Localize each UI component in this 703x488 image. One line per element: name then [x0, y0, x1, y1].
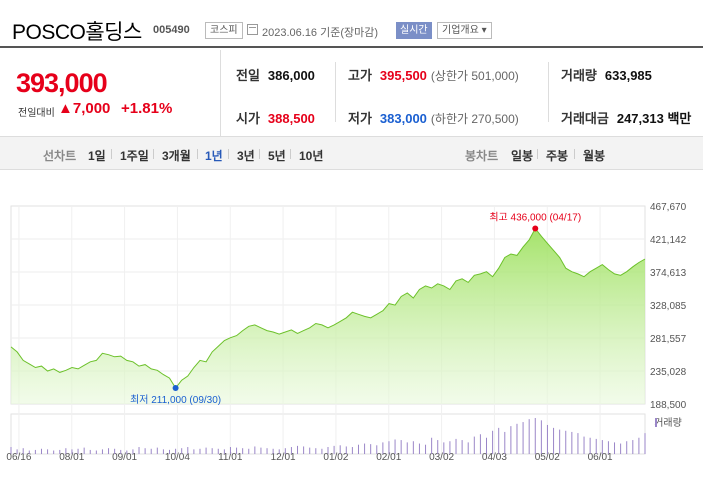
stat-amount: 거래대금 247,313 백만 [561, 111, 692, 126]
y-tick-label: 374,613 [650, 268, 687, 279]
y-tick-label: 235,028 [650, 367, 687, 378]
price-line [10, 227, 646, 389]
x-tick-label: 10/04 [165, 452, 190, 463]
change-label: 전일대비 [18, 108, 55, 119]
volume-legend-swatch [655, 418, 657, 427]
x-tick-label: 06/16 [6, 452, 31, 463]
x-tick-label: 11/01 [218, 452, 243, 463]
candle-daily[interactable]: 일봉 [511, 149, 534, 163]
y-tick-label: 281,557 [650, 334, 687, 345]
y-tick-label: 467,670 [650, 202, 687, 213]
stock-title: POSCO홀딩스 [12, 21, 142, 44]
company-overview-dropdown[interactable]: 기업개요 ▾ [437, 22, 492, 39]
y-tick-label: 188,500 [650, 400, 687, 411]
line-chart-label: 선차트 [43, 149, 77, 163]
x-tick-label: 02/01 [376, 452, 401, 463]
realtime-button[interactable]: 실시간 [396, 22, 432, 39]
stat-volume: 거래량 633,985 [561, 68, 652, 83]
x-tick-label: 01/02 [323, 452, 348, 463]
x-tick-label: 05/02 [535, 452, 560, 463]
candle-weekly[interactable]: 주봉 [546, 149, 569, 163]
x-tick-label: 12/01 [271, 452, 296, 463]
stat-high: 고가 395,500 (상한가 501,000) [348, 68, 519, 83]
min-marker [172, 385, 179, 392]
period-3y[interactable]: 3년 [237, 149, 255, 163]
x-tick-label: 08/01 [59, 452, 84, 463]
candle-chart-label: 봉차트 [465, 149, 499, 163]
stock-code: 005490 [153, 24, 190, 36]
x-tick-label: 04/03 [482, 452, 507, 463]
stat-low: 저가 383,000 (하한가 270,500) [348, 111, 519, 126]
stats-panel [220, 50, 703, 136]
current-price: 393,000 [16, 68, 108, 98]
x-tick-label: 03/02 [429, 452, 454, 463]
price-area [11, 228, 645, 404]
period-1w[interactable]: 1주일 [120, 149, 149, 163]
calendar-icon [247, 24, 258, 35]
period-10y[interactable]: 10년 [299, 149, 324, 163]
price-summary: 393,000 [0, 50, 220, 136]
period-5y[interactable]: 5년 [268, 149, 286, 163]
max-annotation: 최고 436,000 (04/17) [489, 211, 581, 223]
stat-prev-close: 전일 386,000 [236, 68, 315, 83]
x-tick-label: 09/01 [112, 452, 137, 463]
max-marker [532, 225, 539, 232]
y-tick-label: 328,085 [650, 301, 687, 312]
price-change: ▲7,000 [58, 100, 111, 117]
chart-toolbar: 선차트 1일 1주일 3개월 1년 3년 5년 10년 봉차트 일봉 주봉 월봉 [0, 136, 703, 170]
candle-monthly[interactable]: 월봉 [583, 149, 606, 163]
price-chart: 467,670 421,142 374,613 328,085 281,557 235,0… [6, 202, 687, 463]
stock-header: POSCO홀딩스 005490 코스피 2023.06.16 기준(장마감) 실… [0, 0, 703, 48]
stat-open: 시가 388,500 [236, 111, 315, 126]
market-badge: 코스피 [205, 22, 243, 39]
x-tick-label: 06/01 [588, 452, 613, 463]
price-date: 2023.06.16 기준(장마감) [262, 27, 379, 39]
period-3m[interactable]: 3개월 [162, 149, 191, 163]
min-annotation: 최저 211,000 (09/30) [130, 394, 221, 406]
period-1y[interactable]: 1년 [205, 149, 223, 163]
y-tick-label: 421,142 [650, 235, 687, 246]
volume-legend: 거래량 [654, 417, 682, 429]
period-1d[interactable]: 1일 [88, 149, 106, 163]
price-change-pct: +1.81% [121, 100, 173, 117]
